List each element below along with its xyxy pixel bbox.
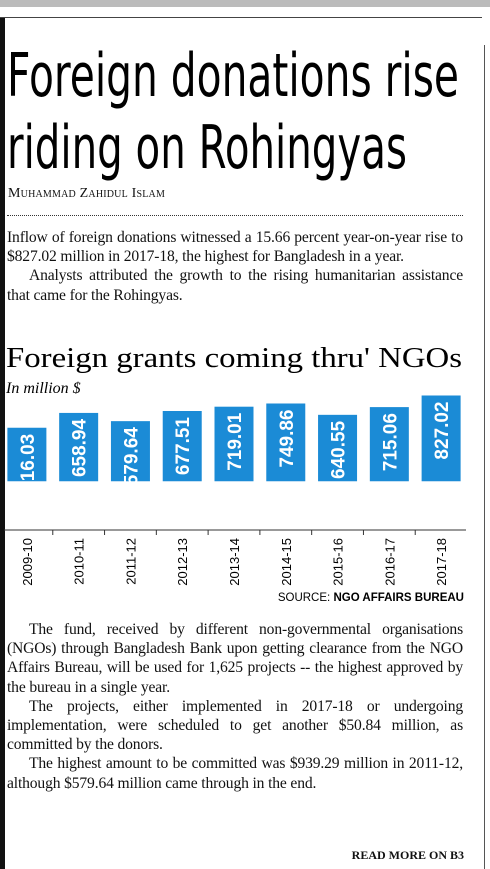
source-name: NGO AFFAIRS BUREAU: [333, 592, 464, 604]
bar: [266, 403, 306, 482]
clipped-strip: [0, 0, 490, 7]
x-tick-label: 2016-17: [382, 538, 397, 586]
value-label: 677.51: [173, 417, 194, 476]
bar: [7, 427, 47, 482]
paragraph: The projects, either implemented in 2017…: [7, 697, 463, 754]
body: The fund, received by different non-gove…: [7, 620, 463, 793]
left-bar: [0, 18, 5, 869]
value-label: 827.02: [432, 401, 453, 459]
paragraph: The highest amount to be committed was $…: [7, 755, 463, 792]
bar: [318, 414, 358, 482]
value-label: 658.94: [70, 419, 91, 478]
source: SOURCE: NGO AFFAIRS BUREAU: [278, 592, 464, 604]
x-tick-label: 2009-10: [20, 538, 35, 586]
x-tick-label: 2014-15: [279, 538, 294, 586]
headline-area: Foreign donations rise riding on Rohingy…: [7, 41, 459, 183]
paragraph: Inflow of foreign donations witnessed a …: [7, 229, 463, 266]
read-more: READ MORE ON B3: [351, 848, 464, 862]
chart: Foreign grants coming thru' NGOs In milli…: [4, 343, 466, 604]
intro: Inflow of foreign donations witnessed a …: [7, 228, 463, 305]
dotted-rule: [7, 215, 463, 216]
bar: [110, 421, 150, 482]
value-label: 749.86: [277, 409, 298, 467]
value-label: 715.06: [380, 413, 401, 471]
bar: [59, 412, 99, 482]
x-tick-label: 2013-14: [227, 538, 242, 586]
bar: [421, 395, 461, 482]
value-label: 719.01: [225, 412, 246, 471]
chart-title: Foreign grants coming thru' NGOs: [6, 343, 462, 374]
chart-subtitle: In million $: [5, 380, 81, 397]
paragraph: Analysts attributed the growth to the ri…: [7, 267, 463, 304]
top-rule: [0, 17, 482, 18]
column-rule: [484, 45, 485, 869]
source-label: SOURCE:: [278, 592, 330, 604]
value-label: 516.03: [18, 434, 39, 492]
x-tick-label: 2011-12: [123, 538, 138, 585]
bar: [369, 407, 409, 482]
paragraph: The fund, received by different non-gove…: [7, 621, 463, 696]
byline: Muhammad Zahidul Islam: [8, 186, 166, 201]
headline: riding on Rohingyas: [7, 113, 407, 183]
bar: [162, 410, 202, 482]
value-label: 579.64: [121, 427, 142, 486]
x-tick-label: 2010-11: [72, 538, 87, 585]
x-tick-label: 2017-18: [434, 538, 449, 586]
x-tick-label: 2012-13: [175, 538, 190, 586]
headline: Foreign donations rise: [7, 41, 459, 111]
bar: [214, 406, 254, 482]
x-tick-label: 2015-16: [331, 538, 346, 586]
value-label: 640.55: [329, 420, 350, 479]
